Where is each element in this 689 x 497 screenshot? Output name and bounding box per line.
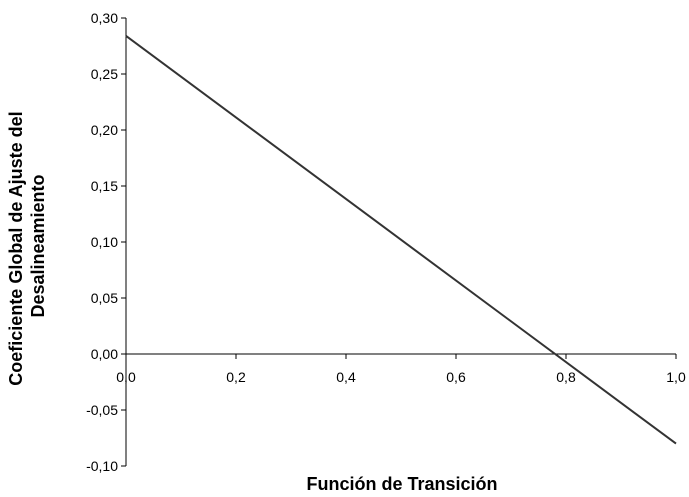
y-tick-label: -0,05 xyxy=(86,402,118,418)
x-tick-label: 0,6 xyxy=(446,369,466,385)
x-axis: 0,0 0,2 0,4 0,6 0,8 1,0 xyxy=(116,353,686,385)
y-tick-label: -0,10 xyxy=(86,458,118,474)
series-layer xyxy=(125,35,677,445)
y-axis-title-line-2: Desalineamiento xyxy=(28,174,48,317)
y-axis-title: Coeficiente Global de Ajuste del Desalin… xyxy=(6,106,48,385)
y-axis-title-line-1: Coeficiente Global de Ajuste del xyxy=(6,111,26,385)
x-axis-title: Función de Transición xyxy=(306,474,497,494)
x-tick-label: 1,0 xyxy=(666,369,686,385)
y-tick-label: 0,20 xyxy=(91,122,118,138)
x-tick-label: 0,0 xyxy=(116,369,136,385)
y-axis: 0,30 0,25 0,20 0,15 0,10 0,05 0,00 -0,05 -0,10 xyxy=(86,10,127,474)
y-tick-label: 0,00 xyxy=(91,346,118,362)
y-tick-label: 0,25 xyxy=(91,66,118,82)
x-tick-label: 0,8 xyxy=(556,369,576,385)
y-tick-label: 0,30 xyxy=(91,10,118,26)
y-tick-label: 0,15 xyxy=(91,178,118,194)
x-tick-label: 0,4 xyxy=(336,369,356,385)
y-tick-label: 0,10 xyxy=(91,234,118,250)
y-tick-label: 0,05 xyxy=(91,290,118,306)
series-line xyxy=(125,35,677,445)
x-tick-label: 0,2 xyxy=(226,369,246,385)
